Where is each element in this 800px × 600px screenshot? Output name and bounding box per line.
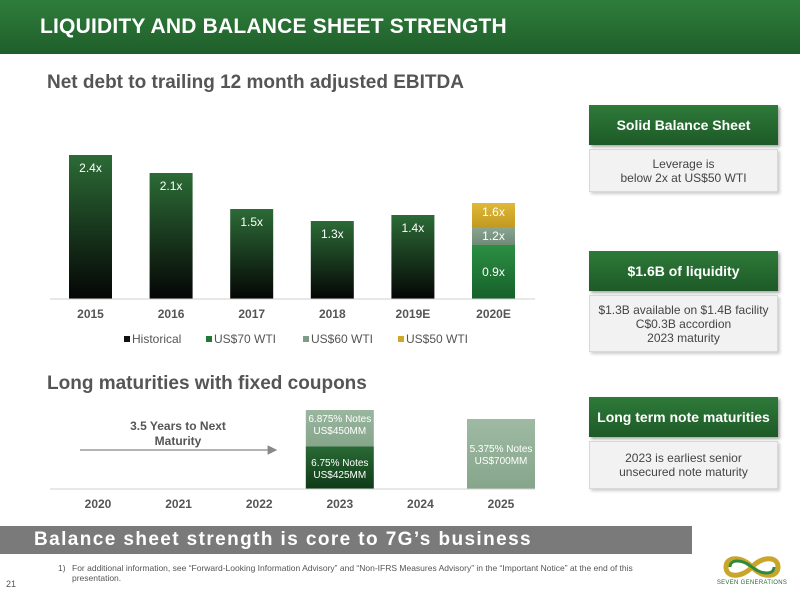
card-line: unsecured note maturity xyxy=(619,465,748,479)
card-body: 2023 is earliest senior unsecured note m… xyxy=(589,441,778,489)
card-line: below 2x at US$50 WTI xyxy=(620,170,747,185)
maturity-amount-2: US$700MM xyxy=(475,456,528,467)
maturity-bar-2023-0 xyxy=(305,446,374,489)
x-tick-2018: 2018 xyxy=(319,307,346,321)
card-liquidity: $1.6B of liquidity $1.3B available on $1… xyxy=(589,251,778,352)
data-label-2015-0: 2.4x xyxy=(79,161,102,175)
bar-2018-0 xyxy=(310,221,354,299)
x-tick-2025: 2025 xyxy=(488,497,515,511)
footnote: 1) For additional information, see “Forw… xyxy=(58,563,678,583)
x-tick-2017: 2017 xyxy=(238,307,265,321)
footer-message: Balance sheet strength is core to 7G’s b… xyxy=(34,529,533,550)
leverage-chart: 2.4x 2.1x 1.5x 1.3x 1.4x 0.9x 1.2x 1.6x 2015 201… xyxy=(50,155,535,346)
bar-2016-0 xyxy=(149,173,193,299)
logo-mark-icon xyxy=(723,556,781,578)
bar-2020E-1 xyxy=(472,245,515,299)
maturities-section-title: Long maturities with fixed coupons xyxy=(47,373,367,394)
x-tick-2015: 2015 xyxy=(77,307,104,321)
x-tick-2020: 2020 xyxy=(85,497,112,511)
maturity-amount-0: US$425MM xyxy=(313,470,366,481)
x-tick-2024: 2024 xyxy=(407,497,434,511)
page-number: 21 xyxy=(6,579,17,589)
legend-label-3: US$50 WTI xyxy=(406,332,468,346)
bar-2017-0 xyxy=(230,209,274,299)
bar-2015-0 xyxy=(69,155,112,299)
page-title: LIQUIDITY AND BALANCE SHEET STRENGTH xyxy=(40,15,507,38)
data-label-2017-0: 1.5x xyxy=(240,215,263,229)
card-note-maturities: Long term note maturities 2023 is earlie… xyxy=(589,397,778,489)
legend-label-1: US$70 WTI xyxy=(214,332,276,346)
bar-2020E-2 xyxy=(472,227,515,245)
bar-2020E-3 xyxy=(472,203,515,227)
x-tick-2023: 2023 xyxy=(326,497,353,511)
bar-2019E-0 xyxy=(391,215,435,299)
card-solid-balance-sheet: Solid Balance Sheet Leverage is below 2x… xyxy=(589,105,778,192)
legend-label-0: Historical xyxy=(132,332,181,346)
maturity-bar-2025-2 xyxy=(467,419,535,489)
maturity-rate-0: 6.75% Notes xyxy=(311,458,368,469)
footnote-number: 1) xyxy=(58,563,66,573)
leverage-section-title: Net debt to trailing 12 month adjusted E… xyxy=(47,72,464,93)
maturity-bar-2023-1 xyxy=(305,410,374,447)
card-line: C$0.3B accordion xyxy=(635,316,732,331)
card-title: Solid Balance Sheet xyxy=(589,105,778,145)
x-tick-2022: 2022 xyxy=(246,497,273,511)
legend-swatch-0 xyxy=(124,336,130,342)
maturity-rate-1: 6.875% Notes xyxy=(308,414,371,425)
card-title: $1.6B of liquidity xyxy=(589,251,778,291)
data-label-2020E-2: 1.2x xyxy=(482,229,505,243)
legend-swatch-1 xyxy=(206,336,212,342)
legend-swatch-3 xyxy=(398,336,404,342)
logo-text: SEVEN GENERATIONS xyxy=(716,580,788,586)
company-logo: SEVEN GENERATIONS xyxy=(712,552,792,596)
x-tick-2020E: 2020E xyxy=(476,307,511,321)
maturity-amount-1: US$450MM xyxy=(313,426,366,437)
maturity-annotation-line1: 3.5 Years to Next xyxy=(130,419,226,433)
card-line: $1.3B available on $1.4B facility xyxy=(598,302,769,317)
card-line: 2023 is earliest senior xyxy=(625,451,742,465)
card-title: Long term note maturities xyxy=(589,397,778,437)
footnote-text: For additional information, see “Forward… xyxy=(72,563,633,583)
card-line: 2023 maturity xyxy=(647,330,720,345)
data-label-2020E-3: 1.6x xyxy=(482,205,505,219)
x-tick-2019E: 2019E xyxy=(396,307,431,321)
header-bar: LIQUIDITY AND BALANCE SHEET STRENGTH xyxy=(0,0,800,54)
x-tick-2016: 2016 xyxy=(158,307,185,321)
data-label-2020E-1: 0.9x xyxy=(482,265,505,279)
maturity-rate-2: 5.375% Notes xyxy=(470,444,533,455)
footer-banner: Balance sheet strength is core to 7G’s b… xyxy=(0,526,692,554)
card-body: $1.3B available on $1.4B facility C$0.3B… xyxy=(589,295,778,352)
card-line: Leverage is xyxy=(652,156,715,171)
data-label-2019E-0: 1.4x xyxy=(402,221,425,235)
maturity-annotation-line2: Maturity xyxy=(155,434,202,448)
x-tick-2021: 2021 xyxy=(165,497,192,511)
legend-label-2: US$60 WTI xyxy=(311,332,373,346)
card-body: Leverage is below 2x at US$50 WTI xyxy=(589,149,778,192)
data-label-2016-0: 2.1x xyxy=(160,179,183,193)
data-label-2018-0: 1.3x xyxy=(321,227,344,241)
legend-swatch-2 xyxy=(303,336,309,342)
